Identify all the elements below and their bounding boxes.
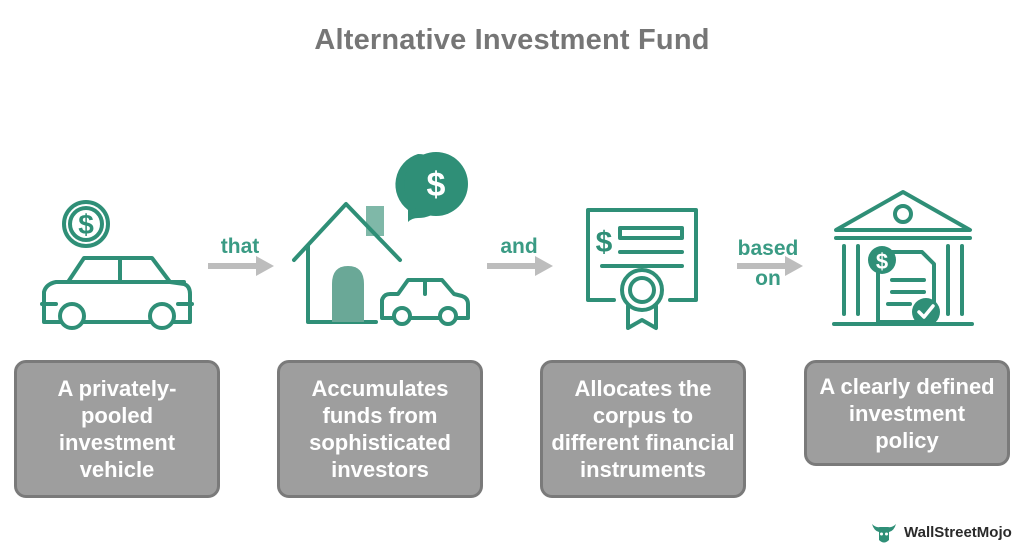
connector-based-line: based (737, 237, 799, 260)
diagram-title: Alternative Investment Fund (314, 24, 710, 56)
step-box-3: Allocates the corpus to different financ… (540, 360, 746, 498)
connector-that: that (220, 235, 260, 258)
certificate-icon: $ (586, 208, 698, 330)
bull-logo-icon (872, 524, 896, 543)
house-car-dollar-icon: $ (292, 152, 470, 326)
car-with-dollar-icon: $ (40, 200, 194, 330)
brand-logo: WallStreetMojo (870, 517, 1012, 547)
connector-on-line: on (755, 267, 781, 290)
svg-text:$: $ (427, 166, 446, 204)
brand-name: WallStreetMojo (904, 523, 1012, 541)
svg-text:$: $ (78, 209, 94, 240)
svg-text:$: $ (876, 249, 888, 274)
step-box-4: A clearly defined investment policy (804, 360, 1010, 466)
step-box-2-text: Accumulates funds from sophisticated inv… (309, 376, 451, 482)
svg-text:$: $ (596, 226, 613, 259)
step-box-4-text: A clearly defined investment policy (819, 373, 995, 453)
arrow-right-icon (737, 256, 803, 276)
step-box-1-text: A privately-pooled investment vehicle (57, 376, 177, 482)
step-box-1: A privately-pooled investment vehicle (14, 360, 220, 498)
connector-and: and (500, 235, 538, 258)
arrow-right-icon (208, 256, 274, 276)
step-box-2: Accumulates funds from sophisticated inv… (277, 360, 483, 498)
bank-document-icon: $ (832, 190, 974, 326)
arrow-right-icon (487, 256, 553, 276)
connector-based-on: based on (730, 234, 806, 294)
step-box-3-text: Allocates the corpus to different financ… (551, 376, 735, 482)
